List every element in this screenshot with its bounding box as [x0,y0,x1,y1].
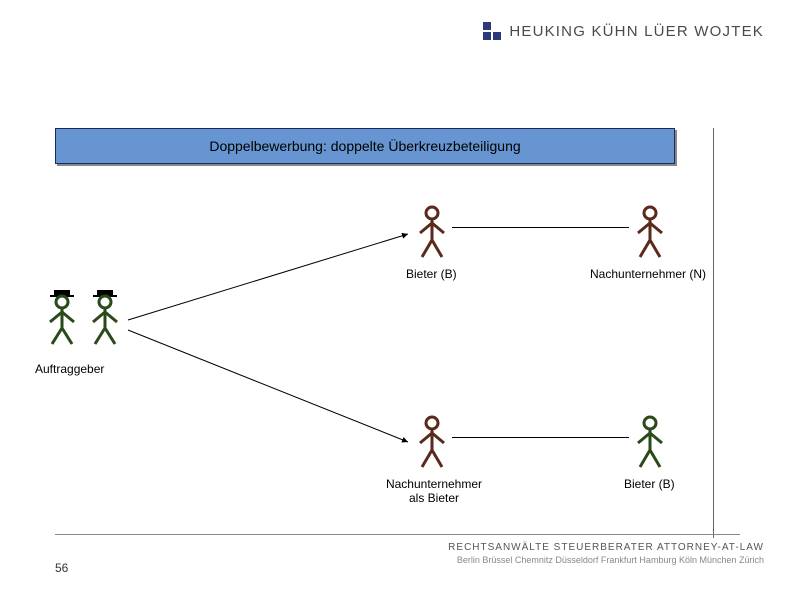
page-number: 56 [55,561,68,575]
label-line2: als Bieter [409,491,459,505]
arrow-to-bieter-top [0,170,794,530]
brand-logo: HEUKING KÜHN LÜER WOJTEK [483,22,764,40]
actor-nachunternehmer-als-bieter [412,415,452,470]
footer: RECHTSANWÄLTE STEUERBERATER ATTORNEY-AT-… [448,542,764,565]
actor-auftraggeber-1 [42,290,82,345]
actor-auftraggeber-2 [85,290,125,345]
footer-line2: Berlin Brüssel Chemnitz Düsseldorf Frank… [448,555,764,565]
label-line1: Nachunternehmer [386,477,482,491]
brand-name: HEUKING KÜHN LÜER WOJTEK [509,23,764,40]
slide-title: Doppelbewerbung: doppelte Überkreuzbetei… [209,138,520,154]
label-auftraggeber: Auftraggeber [35,362,104,376]
actor-bieter-b-top [412,205,452,260]
label-nachunternehmer-n: Nachunternehmer (N) [590,267,706,281]
footer-line1: RECHTSANWÄLTE STEUERBERATER ATTORNEY-AT-… [448,542,764,553]
diagram-canvas: Bieter (B) Nachunternehmer (N) Auftragge… [0,170,794,530]
label-bieter-b-top: Bieter (B) [406,267,457,281]
actor-bieter-b-bottom [630,415,670,470]
title-bar: Doppelbewerbung: doppelte Überkreuzbetei… [55,128,675,164]
label-nachunternehmer-als-bieter: Nachunternehmer als Bieter [384,477,484,505]
actor-nachunternehmer-n [630,205,670,260]
logo-mark-icon [483,22,501,40]
footer-rule [55,534,740,535]
label-bieter-b-bottom: Bieter (B) [624,477,675,491]
